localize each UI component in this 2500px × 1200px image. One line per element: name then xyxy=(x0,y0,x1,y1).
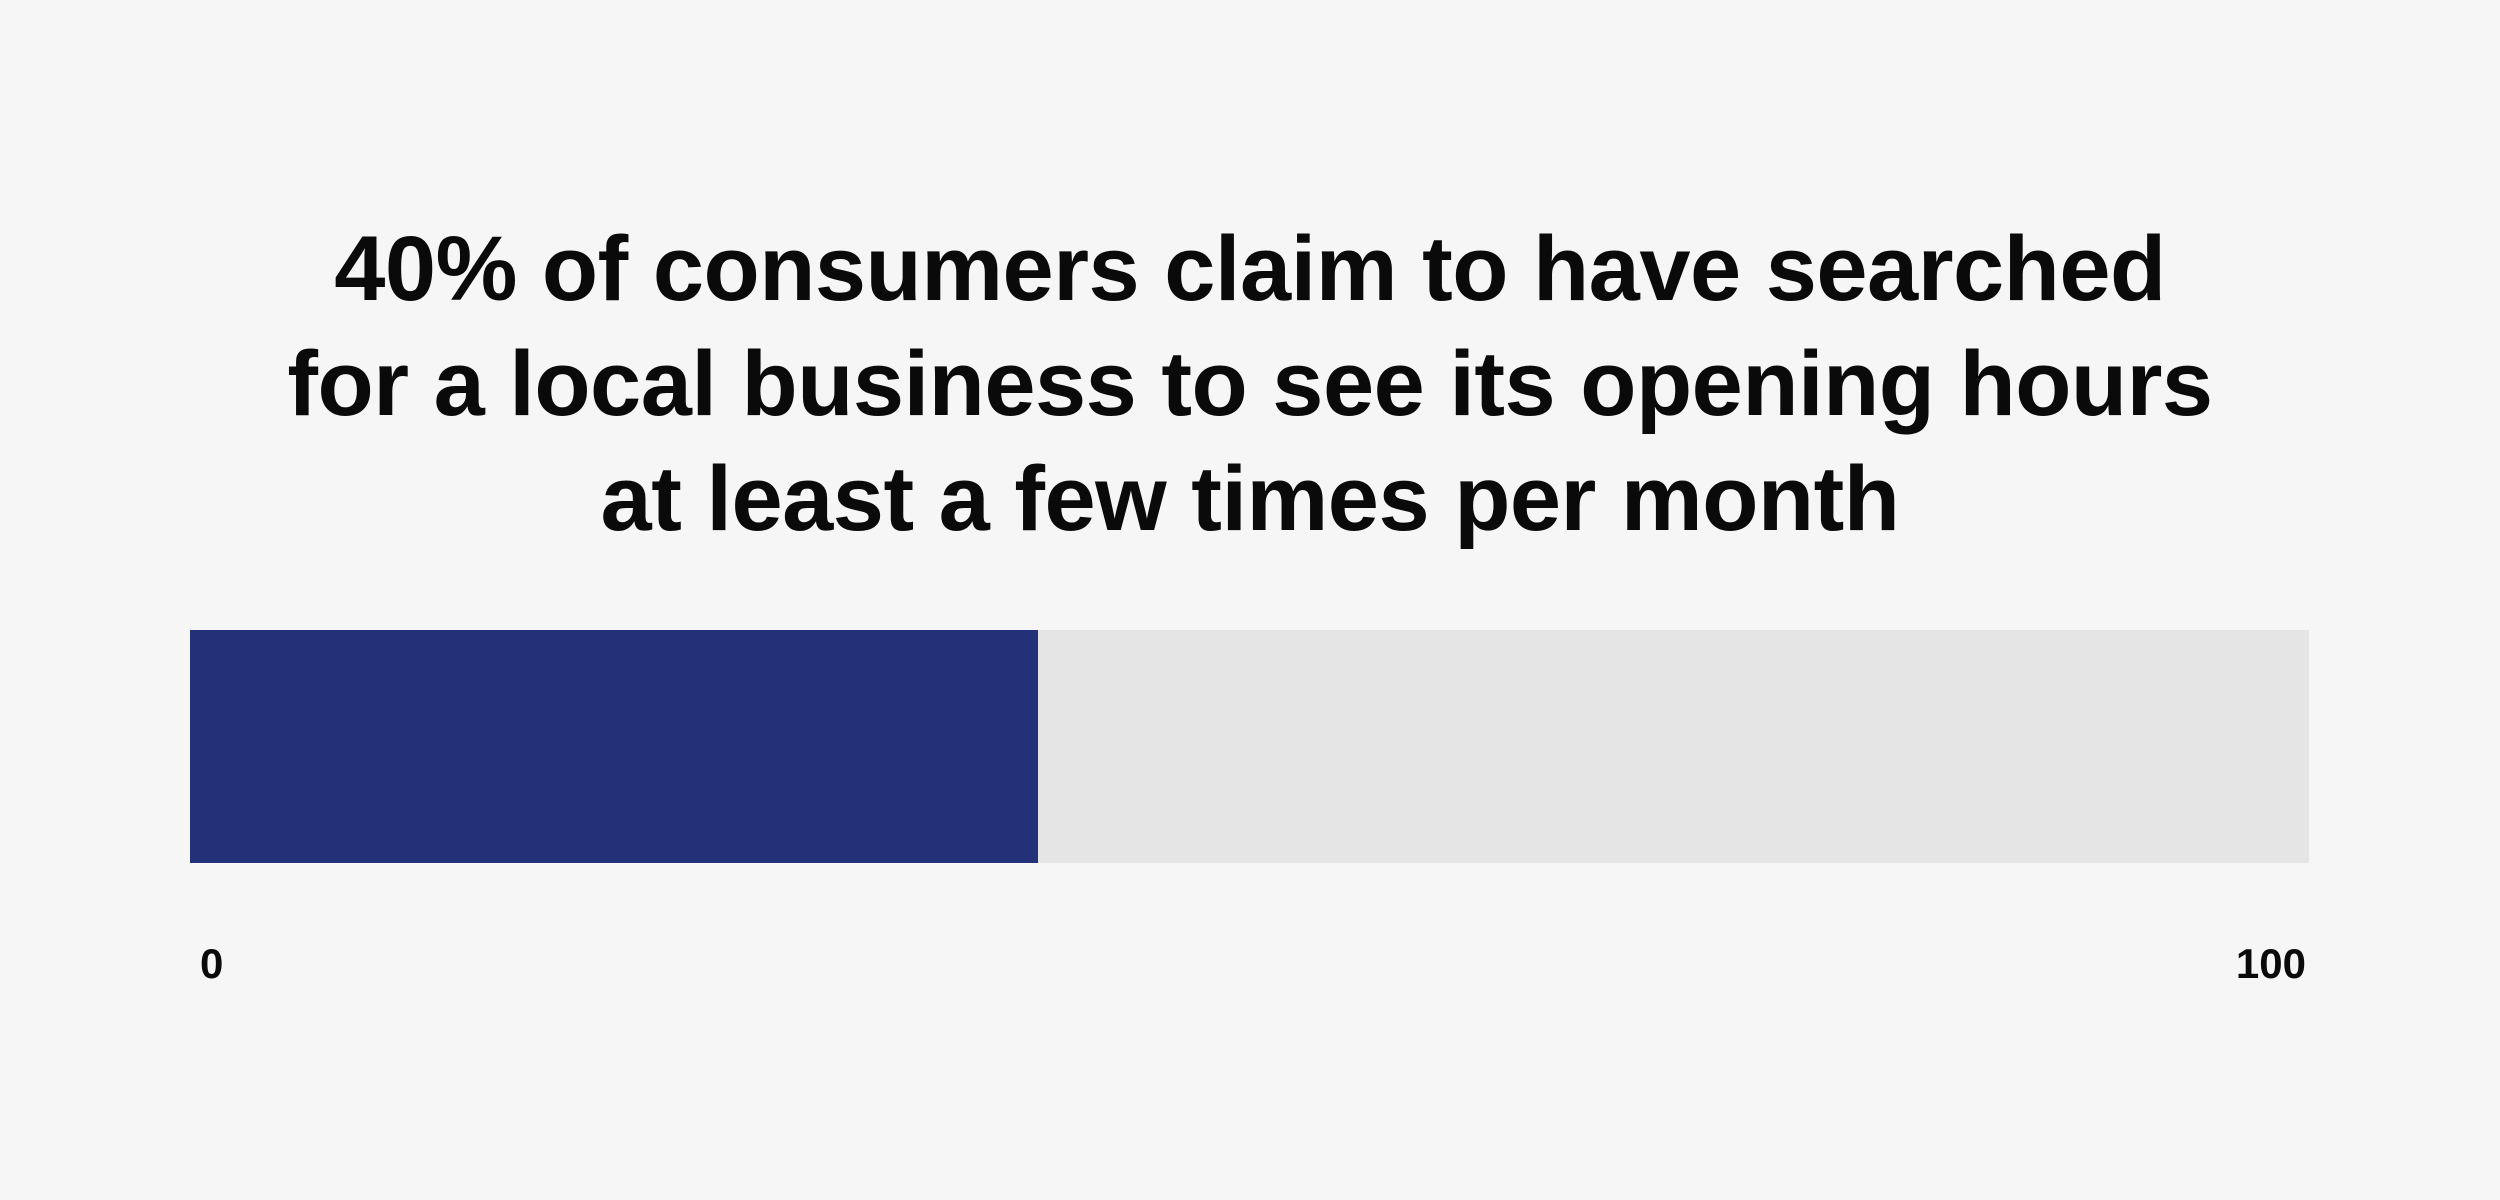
progress-fill-bar xyxy=(190,630,1038,863)
tick-label-min: 0 xyxy=(200,940,224,987)
progress-track xyxy=(190,630,2309,863)
title-line-1: 40% of consumers claim to have searched xyxy=(334,218,2166,320)
title-line-2: for a local business to see its opening … xyxy=(287,333,2213,435)
title-line-3: at least a few times per month xyxy=(600,448,1900,550)
chart-title: 40% of consumers claim to have searched … xyxy=(0,212,2500,557)
tick-label-max: 100 xyxy=(2235,940,2306,987)
